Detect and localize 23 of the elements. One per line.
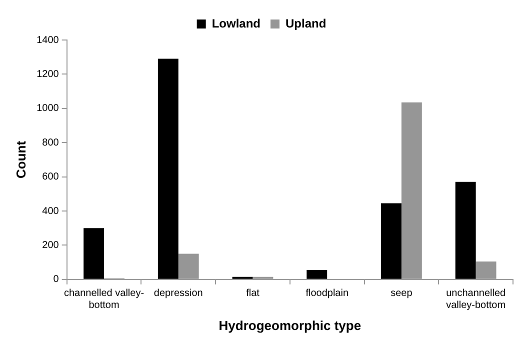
- y-tick-label: 800: [42, 137, 60, 148]
- bar: [158, 58, 178, 279]
- bar: [306, 270, 328, 279]
- y-tick-label: 400: [42, 206, 60, 217]
- x-axis-title: Hydrogeomorphic type: [218, 318, 362, 333]
- x-tick-label: unchannelled valley-bottom: [446, 288, 506, 312]
- legend-label: Upland: [286, 16, 326, 30]
- legend-label: Lowland: [212, 16, 261, 30]
- bar: [381, 203, 402, 279]
- x-tick-label: floodplain: [306, 288, 349, 300]
- y-tick-label: 600: [42, 172, 60, 183]
- y-tick-label: 1200: [36, 68, 60, 80]
- x-tick-label: flat: [246, 288, 260, 300]
- y-tick-label: 200: [42, 240, 60, 251]
- x-tick-label: depression: [154, 288, 203, 300]
- x-tick-label: seep: [390, 288, 413, 300]
- y-axis-title: Count: [13, 140, 28, 178]
- bar: [455, 182, 476, 279]
- x-tick-label: channelled valley-bottom: [64, 288, 144, 312]
- y-tick-label: 1000: [36, 103, 60, 114]
- bar: [84, 228, 104, 279]
- y-tick-label: 1400: [36, 34, 60, 46]
- y-tick-label: 0: [53, 274, 60, 286]
